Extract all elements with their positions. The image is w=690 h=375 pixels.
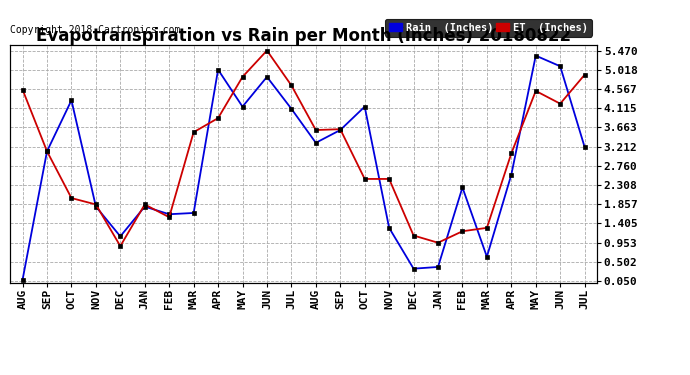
- Title: Evapotranspiration vs Rain per Month (Inches) 20180822: Evapotranspiration vs Rain per Month (In…: [36, 27, 571, 45]
- Legend: Rain  (Inches), ET  (Inches): Rain (Inches), ET (Inches): [386, 19, 591, 37]
- Text: Copyright 2018 Cartronics.com: Copyright 2018 Cartronics.com: [10, 26, 181, 36]
